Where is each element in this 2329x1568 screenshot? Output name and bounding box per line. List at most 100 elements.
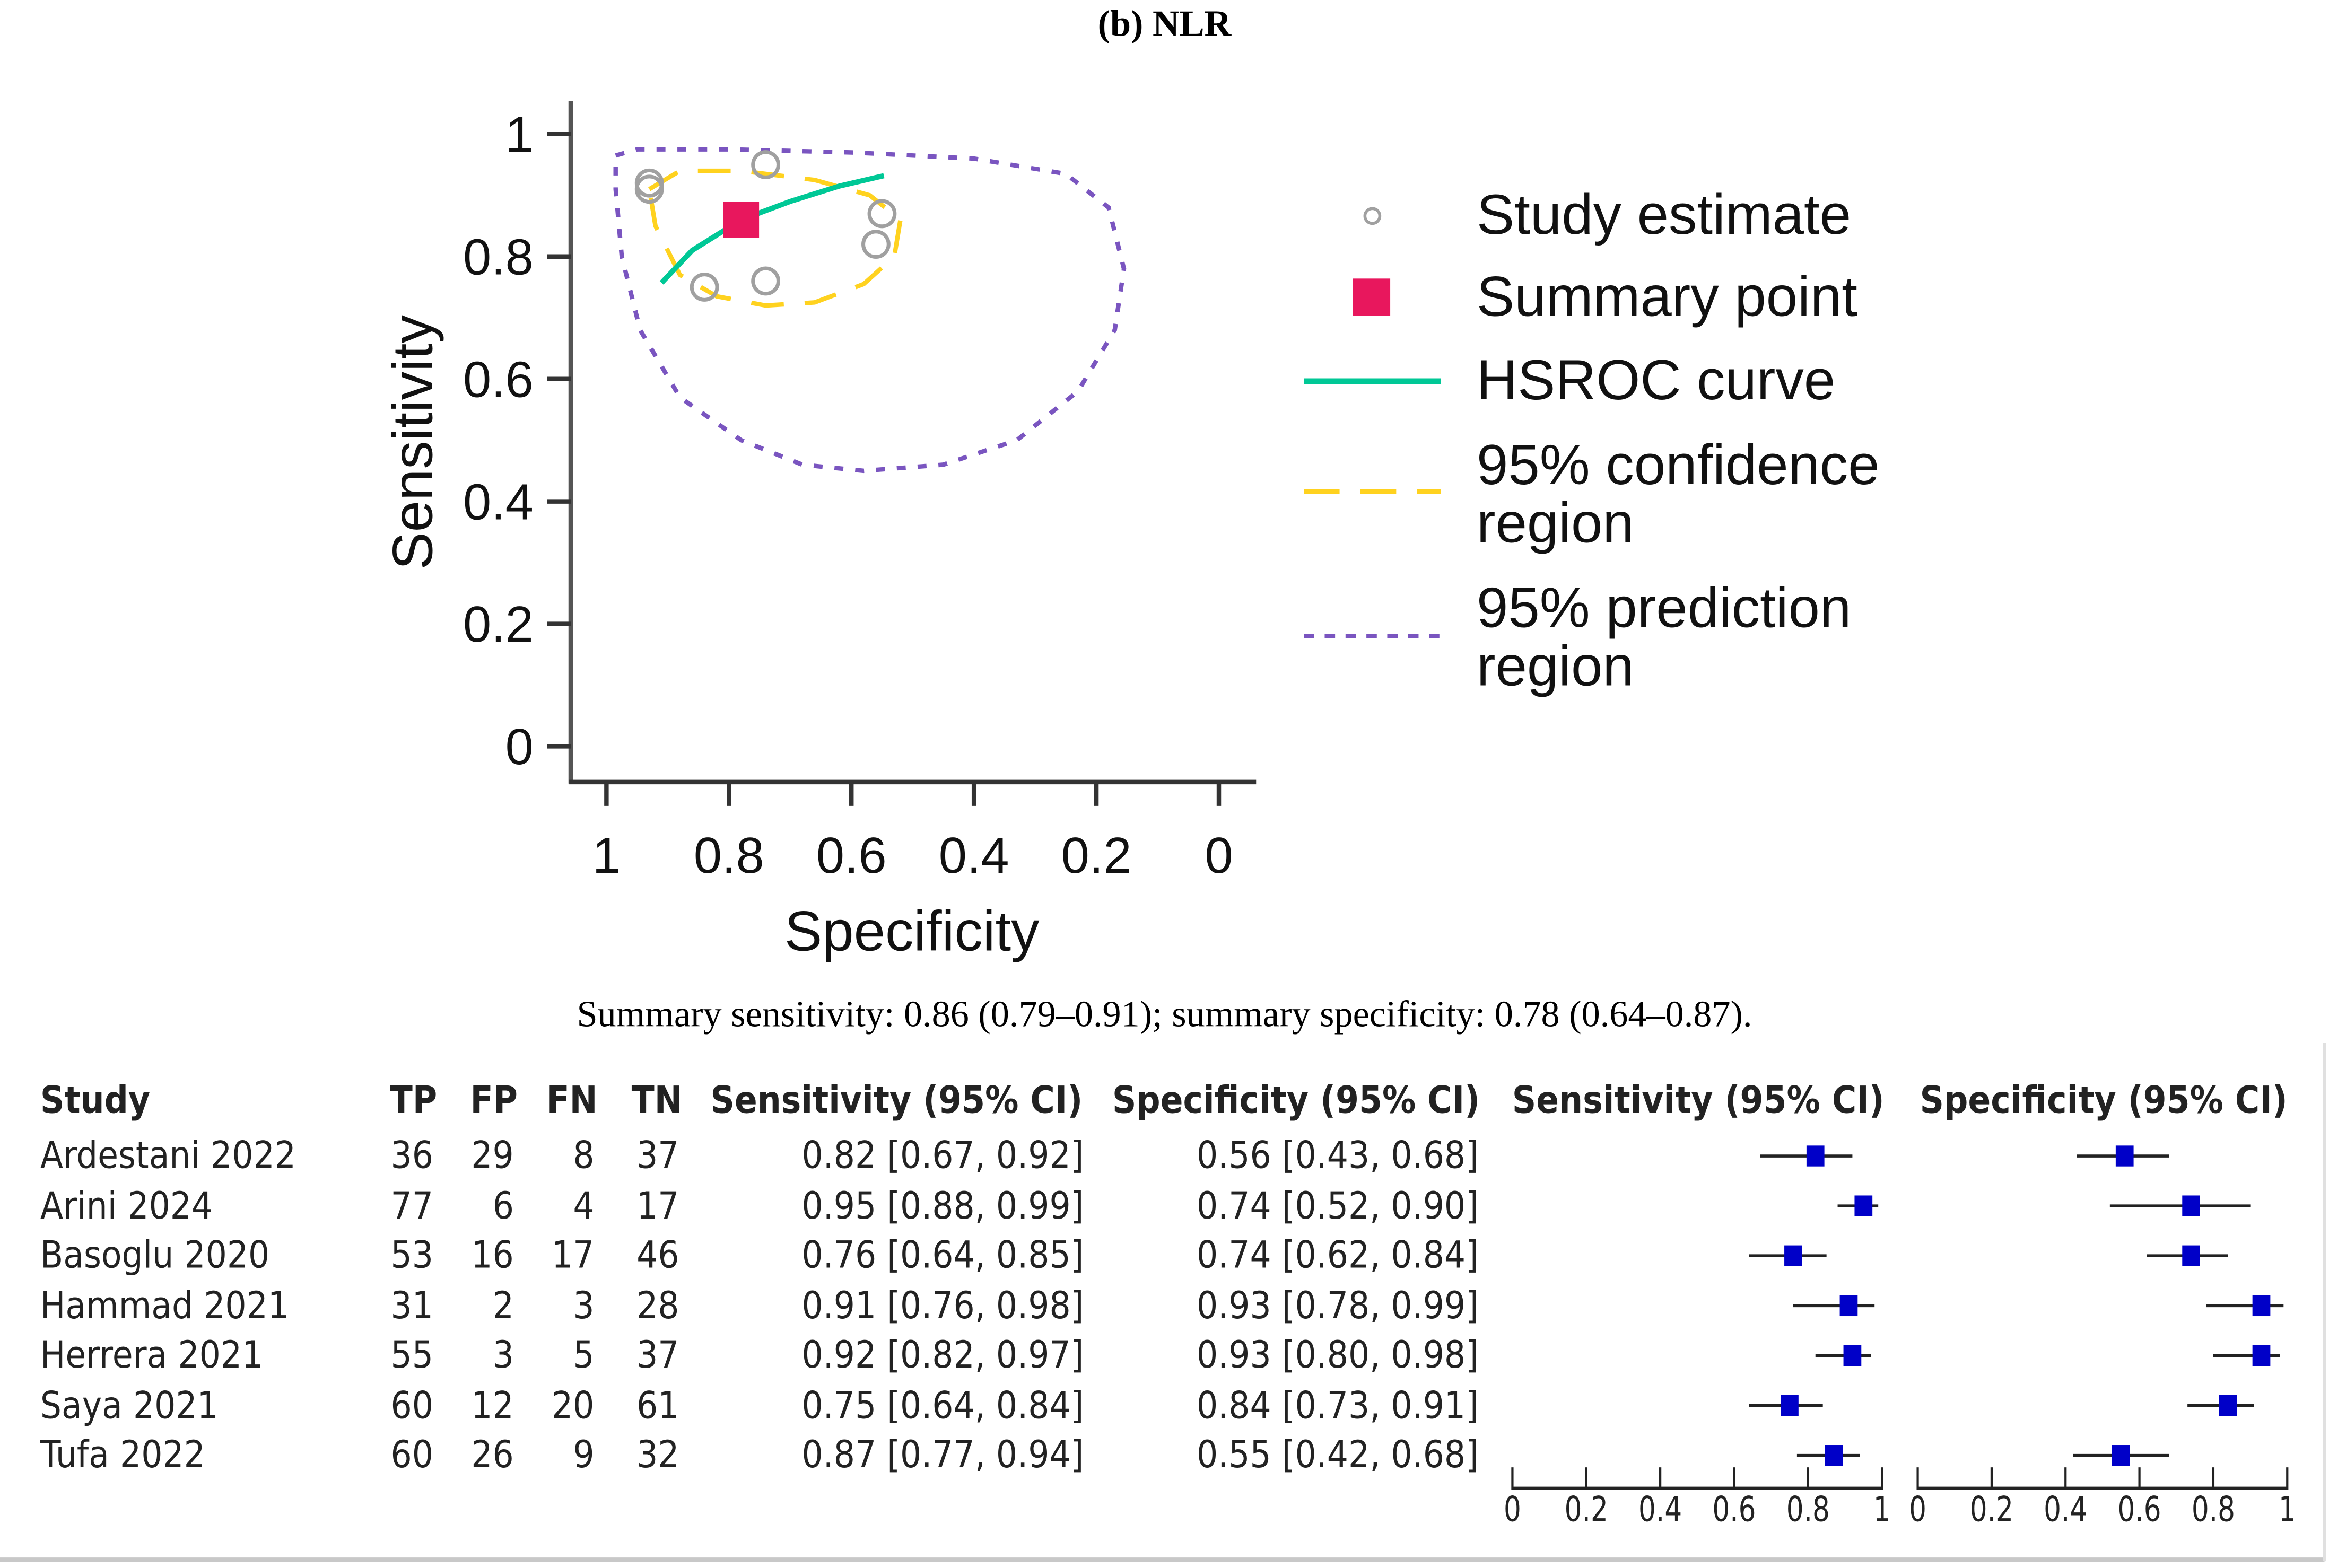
legend-summary-marker — [1353, 278, 1391, 316]
specificity-axis-tick-label: 0.8 — [2192, 1490, 2235, 1529]
figure-caption: Summary sensitivity: 0.86 (0.79–0.91); s… — [577, 995, 1752, 1036]
tn-value: 32 — [636, 1433, 680, 1477]
title-text: NLR — [1152, 4, 1232, 45]
study-estimate-point — [634, 168, 664, 198]
header-specificity-ci: Specificity (95% CI) — [1112, 1078, 1480, 1122]
tn-value: 28 — [636, 1283, 680, 1327]
study-estimate-point — [690, 273, 719, 302]
legend-label: 95% confidence region — [1477, 433, 1880, 555]
sensitivity-ci-text: 0.92 [0.82, 0.97] — [801, 1333, 1084, 1377]
tn-value: 37 — [636, 1133, 680, 1177]
y-tick-label: 0.8 — [463, 229, 534, 285]
sensitivity-ci-text: 0.95 [0.88, 0.99] — [801, 1183, 1084, 1227]
study-name: Basoglu 2020 — [40, 1233, 270, 1277]
x-tick-label: 0 — [1205, 828, 1233, 884]
specificity-marker — [2252, 1345, 2271, 1366]
y-tick-label: 0.2 — [463, 597, 534, 653]
study-estimate-point — [751, 150, 780, 179]
tp-value: 53 — [391, 1233, 434, 1277]
fn-value: 17 — [552, 1233, 595, 1277]
title-letter: b — [1110, 4, 1131, 45]
study-name: Hammad 2021 — [40, 1283, 290, 1327]
fp-value: 16 — [471, 1233, 514, 1277]
study-name: Ardestani 2022 — [40, 1133, 296, 1177]
hsroc-curve — [659, 173, 885, 285]
sensitivity-marker — [1825, 1445, 1843, 1466]
study-estimate-point — [751, 266, 780, 296]
x-axis-title: Specificity — [784, 899, 1040, 962]
specificity-axis-tick-label: 0.4 — [2044, 1490, 2087, 1529]
fp-value: 6 — [492, 1183, 514, 1227]
specificity-ci-text: 0.84 [0.73, 0.91] — [1196, 1383, 1478, 1426]
fn-value: 4 — [573, 1183, 595, 1227]
y-axis-title: Sensitivity — [381, 314, 444, 570]
x-tick-label: 1 — [592, 828, 621, 884]
sensitivity-axis-tick-label: 0.2 — [1565, 1490, 1608, 1529]
fp-value: 29 — [471, 1133, 514, 1177]
tp-value: 36 — [391, 1133, 434, 1177]
study-name: Tufa 2022 — [40, 1433, 205, 1477]
fp-value: 12 — [471, 1383, 514, 1426]
specificity-ci-text: 0.93 [0.78, 0.99] — [1196, 1283, 1478, 1327]
study-name: Arini 2024 — [40, 1183, 213, 1227]
header-study: Study — [40, 1078, 151, 1122]
tn-value: 46 — [636, 1233, 680, 1277]
specificity-marker — [2182, 1195, 2200, 1216]
sensitivity-marker — [1839, 1295, 1858, 1317]
specificity-axis-tick-label: 0.6 — [2117, 1490, 2161, 1529]
header-sensitivity-plot: Sensitivity (95% CI) — [1512, 1078, 1885, 1122]
fp-value: 2 — [492, 1283, 514, 1327]
tn-value: 61 — [636, 1383, 680, 1426]
specificity-marker — [2252, 1295, 2271, 1317]
specificity-axis-tick-label: 0.2 — [1970, 1490, 2013, 1529]
specificity-ci-text: 0.56 [0.43, 0.68] — [1196, 1133, 1478, 1177]
fp-value: 26 — [471, 1433, 514, 1477]
sensitivity-axis-tick-label: 0.8 — [1786, 1490, 1830, 1529]
header-sensitivity-ci: Sensitivity (95% CI) — [711, 1078, 1084, 1122]
y-tick-label: 1 — [505, 107, 534, 163]
x-tick-label: 0.2 — [1061, 828, 1132, 884]
x-tick-label: 0.6 — [816, 828, 887, 884]
summary-point — [723, 202, 760, 238]
sensitivity-ci-text: 0.82 [0.67, 0.92] — [801, 1133, 1084, 1177]
sensitivity-ci-text: 0.76 [0.64, 0.85] — [801, 1233, 1084, 1277]
fn-value: 9 — [573, 1433, 595, 1477]
specificity-ci-text: 0.93 [0.80, 0.98] — [1196, 1333, 1478, 1377]
fn-value: 8 — [573, 1133, 595, 1177]
legend-study-marker — [1363, 207, 1382, 225]
specificity-ci-text: 0.74 [0.52, 0.90] — [1196, 1183, 1478, 1227]
y-tick-label: 0.4 — [463, 474, 534, 530]
legend-label: Study estimate — [1477, 182, 1851, 246]
study-estimate-point — [861, 230, 891, 259]
header-fp: FP — [469, 1078, 517, 1122]
specificity-axis-tick-label: 1 — [2279, 1490, 2296, 1529]
sensitivity-axis-tick-label: 0 — [1504, 1490, 1521, 1529]
sensitivity-axis-tick-label: 0.6 — [1712, 1490, 1756, 1529]
sensitivity-marker — [1781, 1395, 1799, 1416]
sensitivity-axis-tick-label: 0.4 — [1638, 1490, 1682, 1529]
legend-label: Summary point — [1477, 265, 1857, 328]
specificity-marker — [2115, 1145, 2134, 1167]
sensitivity-ci-text: 0.87 [0.77, 0.94] — [801, 1433, 1084, 1477]
legend-label: HSROC curve — [1477, 348, 1835, 411]
legend-label: 95% prediction region — [1477, 576, 1851, 698]
header-fn: FN — [546, 1078, 598, 1122]
specificity-marker — [2112, 1445, 2130, 1466]
header-specificity-plot: Specificity (95% CI) — [1920, 1078, 2288, 1122]
study-estimate-point — [867, 199, 897, 229]
tp-value: 31 — [391, 1283, 434, 1327]
tp-value: 77 — [391, 1183, 434, 1227]
sensitivity-marker — [1843, 1345, 1862, 1366]
tp-value: 55 — [391, 1333, 434, 1377]
header-tn: TN — [631, 1078, 683, 1122]
sensitivity-ci-text: 0.91 [0.76, 0.98] — [801, 1283, 1084, 1327]
sensitivity-marker — [1806, 1145, 1825, 1167]
y-tick-label: 0.6 — [463, 352, 534, 408]
sroc-plot: 0 0.2 0.4 0.6 0.8 1 1 0.8 0.6 0.4 0.2 0 Specificity S… — [381, 101, 1880, 962]
fp-value: 3 — [492, 1333, 514, 1377]
fn-value: 5 — [573, 1333, 595, 1377]
sensitivity-marker — [1854, 1195, 1873, 1216]
x-tick-label: 0.8 — [694, 828, 764, 884]
study-name: Herrera 2021 — [40, 1333, 264, 1377]
study-name: Saya 2021 — [40, 1383, 219, 1426]
